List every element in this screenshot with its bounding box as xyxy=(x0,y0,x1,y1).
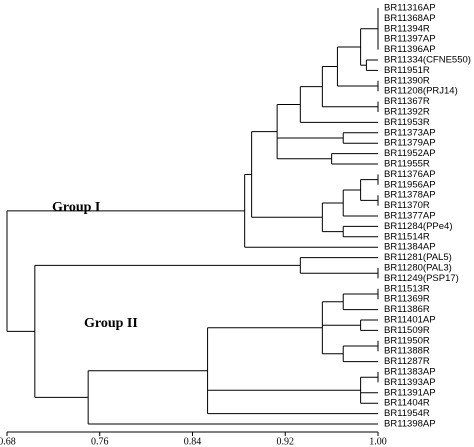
group-label: Group II xyxy=(84,316,138,331)
leaf-label: BR11373AP xyxy=(384,127,436,138)
x-tick-label: 0.76 xyxy=(91,436,109,447)
x-tick-label: 0.68 xyxy=(0,436,16,447)
leaf-label: BR11334(CFNE550) xyxy=(384,55,471,66)
leaf-label: BR11952AP xyxy=(384,148,436,159)
leaf-label: BR11392R xyxy=(384,107,430,118)
leaf-label: BR11951R xyxy=(384,65,430,76)
leaf-label: BR11391AP xyxy=(384,387,436,398)
leaf-label: BR11249(PSP17) xyxy=(384,273,459,284)
leaf-label: BR11390R xyxy=(384,75,430,86)
leaf-label: BR11956AP xyxy=(384,179,436,190)
leaf-label: BR11281(PAL5) xyxy=(384,252,452,263)
leaf-label: BR11376AP xyxy=(384,169,436,180)
leaf-label: BR11284(PPe4) xyxy=(384,221,452,232)
leaf-label: BR11369R xyxy=(384,294,430,305)
leaf-label: BR11396AP xyxy=(384,44,436,55)
leaf-label: BR11378AP xyxy=(384,190,436,201)
leaf-label: BR11514R xyxy=(384,231,430,242)
leaf-label: BR11953R xyxy=(384,117,430,128)
leaf-label: BR11509R xyxy=(384,325,430,336)
leaf-label: BR11386R xyxy=(384,304,430,315)
x-tick-label: 1.00 xyxy=(369,436,387,447)
leaf-label: BR11287R xyxy=(384,356,430,367)
leaf-label: BR11950R xyxy=(384,335,430,346)
leaf-label: BR11513R xyxy=(384,283,430,294)
leaf-label: BR11394R xyxy=(384,23,430,34)
leaf-label: BR11316AP xyxy=(384,3,436,14)
x-tick-label: 0.92 xyxy=(277,436,295,447)
leaf-label: BR11401AP xyxy=(384,315,436,326)
leaf-label: BR11404R xyxy=(384,398,430,409)
group-label: Group I xyxy=(52,200,100,215)
leaf-label: BR11955R xyxy=(384,159,430,170)
x-tick-label: 0.84 xyxy=(184,436,202,447)
leaf-label: BR11393AP xyxy=(384,377,436,388)
leaf-label: BR11370R xyxy=(384,200,430,211)
leaf-label: BR11397AP xyxy=(384,34,436,45)
leaf-label: BR11388R xyxy=(384,346,430,357)
leaf-label: BR11208(PRJ14) xyxy=(384,86,458,97)
leaf-label: BR11398AP xyxy=(384,419,436,430)
leaf-label: BR11383AP xyxy=(384,367,436,378)
leaf-label: BR11379AP xyxy=(384,138,436,149)
leaf-label: BR11368AP xyxy=(384,13,436,24)
leaf-label: BR11954R xyxy=(384,408,430,419)
leaf-label: BR11280(PAL3) xyxy=(384,263,452,274)
leaf-label: BR11367R xyxy=(384,96,430,107)
leaf-label: BR11384AP xyxy=(384,242,436,253)
leaf-label: BR11377AP xyxy=(384,211,436,222)
